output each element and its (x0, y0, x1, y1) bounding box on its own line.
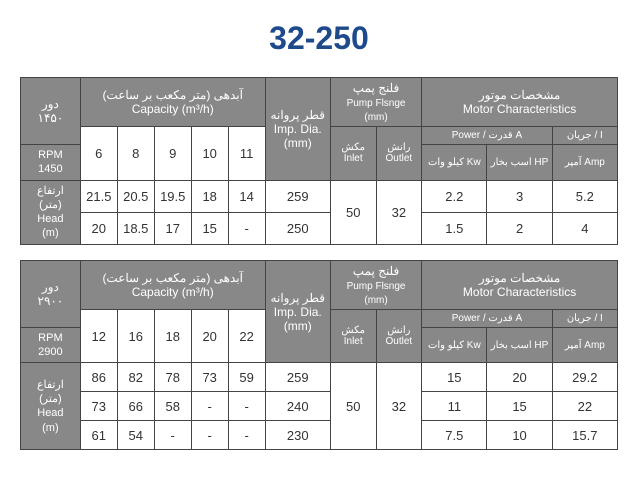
head-cell: 86 (80, 363, 117, 392)
inlet-cell: 50 (330, 363, 376, 450)
imp-cell: 240 (265, 392, 330, 421)
kw-cell: 7.5 (422, 421, 487, 450)
hp-cell: 10 (487, 421, 552, 450)
spec-table-2900: دور۲۹۰۰ آبدهی (متر مکعب بر ساعت)Capacity… (20, 260, 618, 451)
kw-header: کیلو وات Kw (422, 145, 487, 181)
cap-col: 10 (191, 127, 228, 181)
head-cell: 54 (117, 421, 154, 450)
imp-header: قطر پروانهImp. Dia.(mm) (265, 78, 330, 181)
hp-cell: 3 (487, 180, 552, 212)
imp-cell: 250 (265, 212, 330, 244)
inlet-cell: 50 (330, 180, 376, 244)
hp-header: اسب بخار HP (487, 145, 552, 181)
head-cell: 14 (228, 180, 265, 212)
inlet-header: مکشInlet (330, 127, 376, 181)
head-cell: 73 (80, 392, 117, 421)
motor-header: مشخصات موتورMotor Characteristics (422, 78, 618, 127)
rpm-header: دور۲۹۰۰ (21, 260, 81, 327)
outlet-cell: 32 (376, 180, 422, 244)
cap-col: 9 (154, 127, 191, 181)
head-label: ارتفاع(متر)Head(m) (21, 363, 81, 450)
capacity-header: آبدهی (متر مکعب بر ساعت)Capacity (m³/h) (80, 78, 265, 127)
amp-header: آمپر Amp (552, 327, 617, 363)
amp-cell: 5.2 (552, 180, 617, 212)
cap-col: 6 (80, 127, 117, 181)
spec-table-1450: دور۱۴۵۰ آبدهی (متر مکعب بر ساعت)Capacity… (20, 77, 618, 245)
head-cell: 18 (191, 180, 228, 212)
rpm-header: دور۱۴۵۰ (21, 78, 81, 145)
hp-header: اسب بخار HP (487, 327, 552, 363)
head-cell: 82 (117, 363, 154, 392)
outlet-header: رانشOutlet (376, 127, 422, 181)
head-cell: 78 (154, 363, 191, 392)
imp-header: قطر پروانهImp. Dia.(mm) (265, 260, 330, 363)
amp-header: آمپر Amp (552, 145, 617, 181)
head-cell: 21.5 (80, 180, 117, 212)
kw-cell: 2.2 (422, 180, 487, 212)
amp-cell: 4 (552, 212, 617, 244)
flange-header: فلنج پمپPump Flsnge(mm) (330, 78, 421, 127)
head-cell: 66 (117, 392, 154, 421)
head-cell: 61 (80, 421, 117, 450)
head-cell: - (228, 392, 265, 421)
amp-cell: 22 (552, 392, 617, 421)
cap-col: 22 (228, 309, 265, 363)
rpm-sub: RPM1450 (21, 145, 81, 181)
current-header: جریان / I (552, 309, 617, 327)
head-cell: 20 (80, 212, 117, 244)
head-cell: - (228, 421, 265, 450)
head-label: ارتفاع(متر)Head(m) (21, 180, 81, 244)
head-cell: - (228, 212, 265, 244)
kw-cell: 15 (422, 363, 487, 392)
head-cell: - (191, 392, 228, 421)
power-header: Power / قدرت A (422, 127, 552, 145)
head-cell: 15 (191, 212, 228, 244)
head-cell: 59 (228, 363, 265, 392)
inlet-header: مکشInlet (330, 309, 376, 363)
hp-cell: 20 (487, 363, 552, 392)
cap-col: 8 (117, 127, 154, 181)
head-cell: - (191, 421, 228, 450)
outlet-header: رانشOutlet (376, 309, 422, 363)
cap-col: 11 (228, 127, 265, 181)
amp-cell: 15.7 (552, 421, 617, 450)
current-header: جریان / I (552, 127, 617, 145)
head-cell: - (154, 421, 191, 450)
capacity-header: آبدهی (متر مکعب بر ساعت)Capacity (m³/h) (80, 260, 265, 309)
cap-col: 16 (117, 309, 154, 363)
amp-cell: 29.2 (552, 363, 617, 392)
head-cell: 17 (154, 212, 191, 244)
hp-cell: 2 (487, 212, 552, 244)
page-title: 32-250 (20, 20, 618, 57)
cap-col: 18 (154, 309, 191, 363)
cap-col: 20 (191, 309, 228, 363)
flange-header: فلنج پمپPump Flsnge(mm) (330, 260, 421, 309)
power-header: Power / قدرت A (422, 309, 552, 327)
head-cell: 58 (154, 392, 191, 421)
head-cell: 73 (191, 363, 228, 392)
kw-cell: 1.5 (422, 212, 487, 244)
imp-cell: 259 (265, 180, 330, 212)
head-cell: 18.5 (117, 212, 154, 244)
rpm-sub: RPM2900 (21, 327, 81, 363)
imp-cell: 259 (265, 363, 330, 392)
motor-header: مشخصات موتورMotor Characteristics (422, 260, 618, 309)
head-cell: 20.5 (117, 180, 154, 212)
kw-cell: 11 (422, 392, 487, 421)
hp-cell: 15 (487, 392, 552, 421)
outlet-cell: 32 (376, 363, 422, 450)
cap-col: 12 (80, 309, 117, 363)
kw-header: کیلو وات Kw (422, 327, 487, 363)
imp-cell: 230 (265, 421, 330, 450)
head-cell: 19.5 (154, 180, 191, 212)
